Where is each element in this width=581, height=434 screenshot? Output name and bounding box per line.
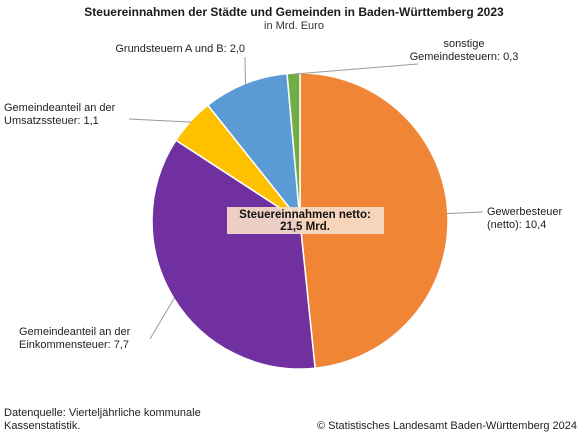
leader-line-2: [149, 297, 175, 340]
center-label-line1: Steuereinnahmen netto:: [239, 209, 371, 221]
slice-label-4: Grundsteuern A und B: 2,0: [115, 43, 245, 55]
slice-label-1-line-1: Gewerbesteuer: [487, 206, 563, 218]
leader-line-5: [293, 63, 419, 75]
slice-label-3-line-2: Umsatzssteuer: 1,1: [4, 115, 99, 127]
center-label-line2: 21,5 Mrd.: [280, 221, 330, 233]
copyright-note: © Statistisches Landesamt Baden-Württemb…: [317, 420, 577, 432]
leader-line-3: [128, 118, 192, 123]
slice-label-2-line-1: Gemeindeanteil an der: [19, 326, 131, 338]
slice-label-4-line-1: Grundsteuern A und B: 2,0: [115, 43, 245, 55]
chart-title: Steuereinnahmen der Städte und Gemeinden…: [84, 5, 504, 19]
slice-label-1-line-2: (netto): 10,4: [487, 219, 546, 231]
center-label-box: [227, 207, 384, 234]
slice-label-3: Gemeindeanteil an der Umsatzssteuer: 1,1: [4, 102, 116, 127]
slice-labels: Gewerbesteuer (netto): 10,4 Gemeindeanteil…: [4, 38, 563, 351]
pie-slice-5: [286, 72, 301, 222]
leader-line-1: [446, 211, 484, 214]
slice-label-2: Gemeindeanteil an der Einkommensteuer: 7,…: [19, 326, 131, 351]
source-note-line2: Kassenstatistik.: [4, 420, 80, 432]
chart-subtitle: in Mrd. Euro: [264, 20, 324, 32]
slice-label-3-line-1: Gemeindeanteil an der: [4, 102, 116, 114]
slice-label-5-line-2: Gemeindesteuern: 0,3: [410, 51, 519, 63]
leader-lines: [128, 56, 484, 340]
slice-label-5-line-1: sonstige: [444, 38, 485, 50]
source-note-line1: Datenquelle: Vierteljährliche kommunale: [4, 407, 201, 419]
slice-label-2-line-2: Einkommensteuer: 7,7: [19, 339, 129, 351]
slice-label-1: Gewerbesteuer (netto): 10,4: [487, 206, 563, 231]
slice-label-5: sonstige Gemeindesteuern: 0,3: [410, 38, 519, 63]
